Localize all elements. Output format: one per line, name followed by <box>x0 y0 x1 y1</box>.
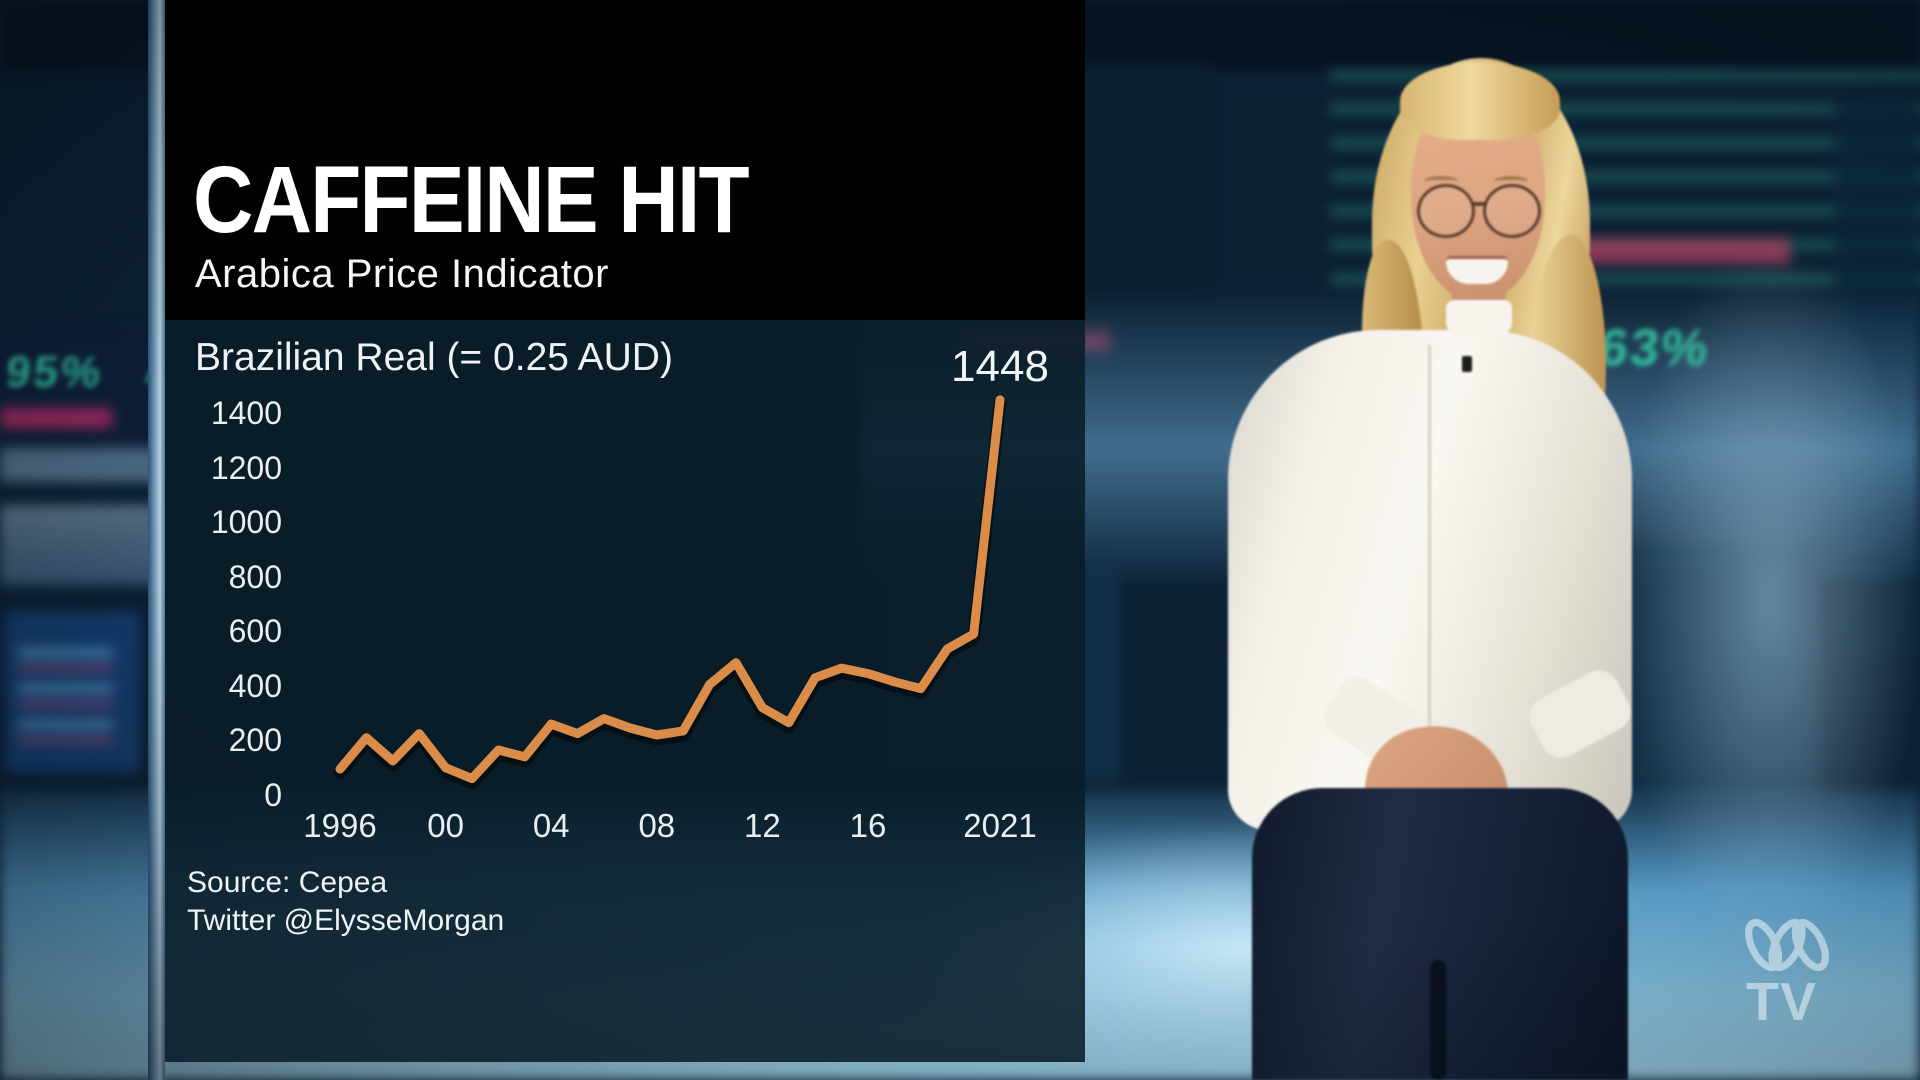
x-tick-label: 1996 <box>303 807 377 844</box>
y-tick-label: 0 <box>264 777 282 813</box>
chart-body-background <box>165 320 1085 1062</box>
x-tick-label: 16 <box>849 807 887 844</box>
chart-subtitle: Arabica Price Indicator <box>195 252 609 296</box>
y-tick-label: 800 <box>228 558 282 595</box>
abc-tv-watermark: TV <box>1742 915 1832 1035</box>
y-tick-label: 1200 <box>210 449 282 486</box>
source-attribution: Source: Cepea Twitter @ElysseMorgan <box>187 864 504 940</box>
abc-lissajous-icon <box>1745 918 1829 972</box>
chart-title: CAFFEINE HIT <box>193 147 750 253</box>
y-tick-label: 200 <box>228 722 282 759</box>
x-tick-label: 04 <box>532 807 570 844</box>
price-line-svg <box>333 395 1007 790</box>
chart-unit-label: Brazilian Real (= 0.25 AUD) <box>195 336 673 379</box>
tv-logo-text: TV <box>1746 972 1818 1032</box>
y-tick-label: 1400 <box>210 394 282 431</box>
price-line <box>335 395 1005 784</box>
y-tick-label: 600 <box>228 613 282 650</box>
source-line: Source: Cepea <box>187 866 388 899</box>
x-tick-label: 08 <box>638 807 676 844</box>
chart-overlay-panel: CAFFEINE HIT Arabica Price Indicator Bra… <box>165 0 1085 1062</box>
x-tick-label: 2021 <box>963 807 1037 844</box>
peak-value-annotation: 1448 <box>951 342 1049 391</box>
price-line-shadow <box>333 397 1007 790</box>
twitter-line: Twitter @ElysseMorgan <box>187 904 505 937</box>
chart-header-background <box>165 0 1085 320</box>
y-tick-label: 400 <box>228 667 282 704</box>
x-tick-label: 12 <box>744 807 781 844</box>
x-tick-label: 00 <box>427 807 464 844</box>
y-tick-label: 1000 <box>210 504 282 541</box>
